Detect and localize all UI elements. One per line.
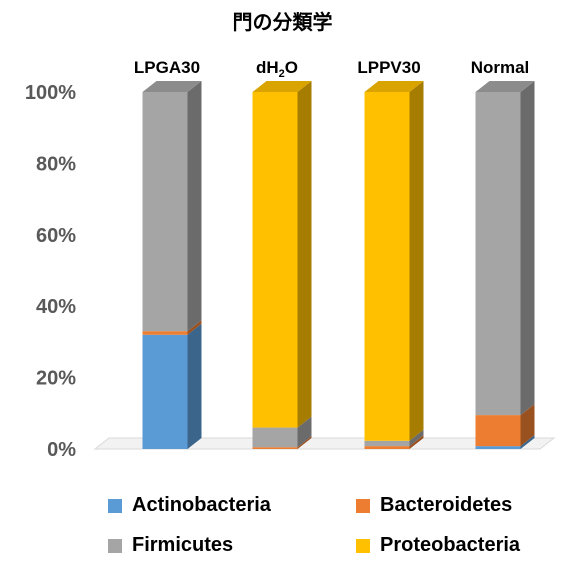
bar-firmicutes-side <box>520 81 535 416</box>
category-label: Normal <box>471 58 530 77</box>
bar-firmicutes-front <box>142 92 188 332</box>
bar-proteobacteria-side <box>297 81 312 428</box>
legend-swatch-firmicutes <box>108 538 122 553</box>
bar-top-face <box>252 81 312 92</box>
bar-firmicutes-side <box>297 416 312 448</box>
bar-actinobacteria-front <box>475 446 521 449</box>
bar-firmicutes-front <box>364 440 410 447</box>
bar-actinobacteria-side <box>187 323 202 449</box>
legend-label-actinobacteria: Actinobacteria <box>132 494 271 516</box>
y-tick-label: 0% <box>47 439 76 461</box>
bar-bacteroidetes-front <box>475 415 521 447</box>
legend-swatch-actinobacteria <box>108 498 122 513</box>
bar-bacteroidetes-side <box>187 320 202 335</box>
bar-top-face <box>475 81 535 92</box>
bar-top-face <box>364 81 424 92</box>
bar-top-face <box>142 81 202 92</box>
legend-label-firmicutes: Firmicutes <box>132 534 234 556</box>
bar-bacteroidetes-front <box>252 447 298 449</box>
legend-item-proteobacteria: Proteobacteria <box>356 534 520 557</box>
bar-firmicutes-side <box>187 81 202 332</box>
bar-bacteroidetes-front <box>364 446 410 449</box>
bar-proteobacteria-front <box>364 92 410 441</box>
legend-item-actinobacteria: Actinobacteria <box>108 494 271 517</box>
y-tick-label: 40% <box>36 296 76 318</box>
bar-bacteroidetes-front <box>142 331 188 335</box>
bar-bacteroidetes-side <box>297 436 312 449</box>
y-tick-label: 100% <box>25 82 76 104</box>
chart-title: 門の分類学 <box>232 10 333 34</box>
category-label: LPPV30 <box>357 58 420 77</box>
y-tick-label: 80% <box>36 153 76 175</box>
legend-label-bacteroidetes: Bacteroidetes <box>380 494 513 516</box>
bar-bacteroidetes-side <box>520 404 535 447</box>
bar-proteobacteria-side <box>409 81 424 441</box>
bar-bacteroidetes-side <box>409 435 424 449</box>
bar-firmicutes-front <box>475 92 521 416</box>
bar-actinobacteria-side <box>520 435 535 449</box>
category-label: LPGA30 <box>134 58 200 77</box>
bar-proteobacteria-front <box>252 92 298 428</box>
y-tick-label: 60% <box>36 225 76 247</box>
category-label: dH2O <box>256 58 298 80</box>
legend-label-proteobacteria: Proteobacteria <box>380 534 521 556</box>
bar-actinobacteria-front <box>142 334 188 449</box>
legend-item-firmicutes: Firmicutes <box>108 534 233 557</box>
y-tick-label: 20% <box>36 368 76 390</box>
legend-item-bacteroidetes: Bacteroidetes <box>356 494 512 517</box>
legend-swatch-proteobacteria <box>356 538 370 553</box>
legend-swatch-bacteroidetes <box>356 498 370 513</box>
bar-firmicutes-front <box>252 427 298 448</box>
bar-firmicutes-side <box>409 429 424 447</box>
